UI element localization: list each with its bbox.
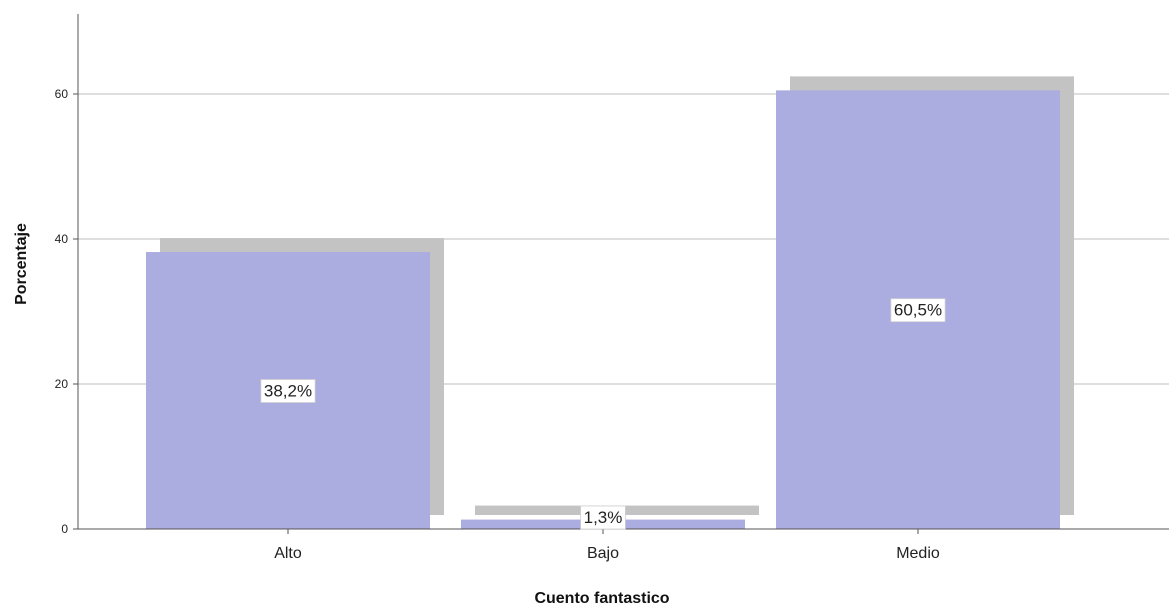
data-label-text: 1,3% [584, 508, 623, 527]
data-label-medio: 60,5% [890, 298, 946, 323]
x-tick-label: Bajo [587, 545, 619, 562]
y-axis-title: Porcentaje [13, 223, 30, 305]
y-tick-label: 0 [61, 522, 68, 536]
y-tick-label: 20 [55, 377, 69, 391]
x-axis-title: Cuento fantastico [534, 590, 669, 607]
y-tick-labels: 0 20 40 60 [55, 87, 78, 536]
x-tick-label: Medio [896, 545, 940, 562]
data-label-bajo: 1,3% [580, 505, 626, 530]
x-tick-label: Alto [274, 545, 302, 562]
data-label-box [580, 505, 626, 530]
y-tick-label: 60 [55, 87, 69, 101]
data-labels: 38,2% 1,3% 60,5% [260, 298, 946, 530]
data-label-box [890, 298, 946, 323]
data-label-box [260, 379, 316, 403]
x-tick-labels: Alto Bajo Medio [274, 529, 940, 562]
data-label-text: 60,5% [894, 301, 942, 320]
data-label-text: 38,2% [264, 382, 312, 401]
y-tick-label: 40 [55, 232, 69, 246]
data-label-alto: 38,2% [260, 379, 316, 403]
